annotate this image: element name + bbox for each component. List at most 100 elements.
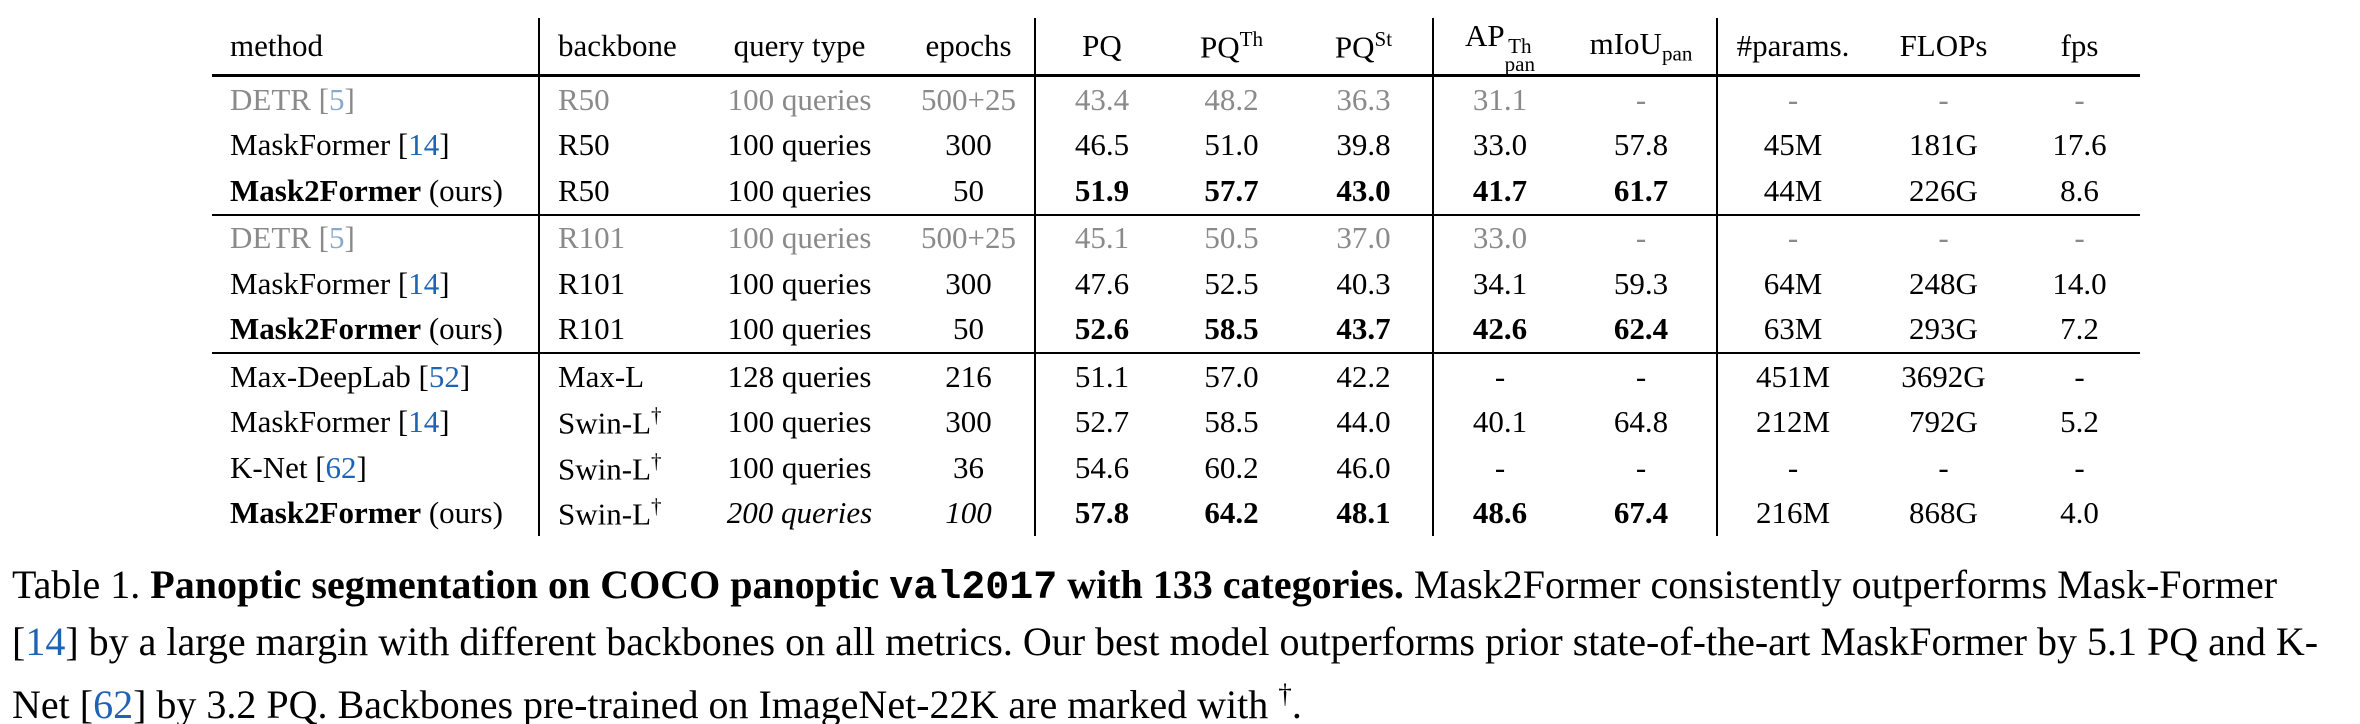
text-run: 58.5 — [1204, 404, 1259, 440]
table-row: MaskFormer [14] R101 100 queries 300 47.6 52.… — [212, 261, 2140, 307]
table-cell: R101 — [539, 261, 696, 307]
table-cell: - — [2019, 352, 2140, 400]
text-run: 300 — [945, 404, 992, 440]
table-cell: 64M — [1717, 261, 1868, 307]
table-cell: 14.0 — [2019, 261, 2140, 307]
text-run: R50 — [558, 81, 610, 117]
table-cell: 5.2 — [2019, 400, 2140, 446]
text-run: 248G — [1909, 265, 1978, 301]
table-cell: 500+25 — [903, 75, 1036, 123]
text-run: 3692G — [1901, 358, 1986, 394]
text-run: 500+25 — [921, 220, 1016, 256]
table-cell: - — [1868, 213, 2019, 262]
table-cell: 57.7 — [1168, 168, 1295, 215]
text-run: 300 — [945, 127, 992, 163]
table-cell: 57.8 — [1035, 491, 1168, 537]
text-run: 100 queries — [727, 265, 872, 301]
text-run: epochs — [925, 28, 1012, 64]
text-cite: 62 — [325, 449, 357, 485]
text-run: 57.0 — [1204, 358, 1259, 394]
text-run: 40.3 — [1336, 265, 1391, 301]
text-run: ] — [344, 81, 355, 117]
text-run: 128 queries — [727, 358, 872, 394]
table-cell: Swin-L† — [539, 491, 696, 537]
header-cell: method — [212, 18, 540, 78]
table-cell: - — [1566, 445, 1718, 491]
table-row: K-Net [62] Swin-L† 100 queries 36 54.6 60.2 46… — [212, 445, 2140, 491]
table-cell: 41.7 — [1433, 168, 1566, 215]
text-bold: 58.5 — [1204, 311, 1259, 347]
table-cell: 52.6 — [1035, 307, 1168, 354]
text-run: Swin-L — [558, 451, 651, 487]
text-run: 50 — [953, 172, 984, 208]
header-cell: PQTh — [1168, 18, 1295, 78]
text-run: ] — [439, 265, 450, 301]
text-run: 216 — [945, 358, 992, 394]
table-cell: 4.0 — [2019, 491, 2140, 537]
table-cell: 57.8 — [1566, 122, 1718, 169]
text-run: - — [1494, 358, 1506, 394]
table-cell: 46.5 — [1035, 123, 1168, 169]
table-cell: 42.2 — [1295, 352, 1434, 400]
text-run: ] — [439, 404, 450, 440]
table-cell: - — [2019, 445, 2140, 491]
header-row: method backbone query type epochs PQ PQTh PQSt… — [212, 18, 2140, 78]
table-row: DETR [5] R101 100 queries 500+25 45.1 50.5 37.… — [212, 213, 2140, 262]
text-run: 868G — [1909, 495, 1978, 531]
text-cite: 5 — [329, 81, 345, 117]
text-run: 100 queries — [727, 172, 872, 208]
text-run: 46.0 — [1336, 449, 1391, 485]
text-run: query type — [733, 28, 866, 64]
text-run: DETR [ — [230, 81, 330, 117]
text-run: 50.5 — [1204, 220, 1259, 256]
table-cell: 50 — [903, 168, 1036, 215]
table-cell: 48.6 — [1433, 491, 1566, 537]
table-cell: Swin-L† — [539, 445, 696, 491]
text-run: 44.0 — [1336, 404, 1391, 440]
text-run: - — [1635, 81, 1647, 117]
table-cell: MaskFormer [14] — [212, 122, 540, 169]
text-cite: 14 — [408, 127, 440, 163]
table-cell: 36 — [903, 445, 1036, 491]
table-cell: 128 queries — [696, 352, 903, 400]
table-cell: 17.6 — [2019, 123, 2140, 169]
text-run: MaskFormer [ — [230, 127, 409, 163]
text-run: (ours) — [421, 311, 503, 347]
text-bold: 61.7 — [1613, 172, 1669, 208]
text-sub: pan — [1661, 41, 1693, 66]
text-run: DETR [ — [230, 220, 330, 256]
text-run: mIoU — [1589, 25, 1662, 61]
text-run: 45M — [1763, 127, 1823, 163]
sup-sub: Th pan — [1505, 36, 1535, 75]
table-cell: 100 queries — [696, 445, 903, 491]
text-cite: 14 — [408, 404, 440, 440]
text-run: 4.0 — [2060, 495, 2099, 531]
table-cell: MaskFormer [14] — [212, 399, 540, 446]
text-sup: † — [651, 448, 662, 473]
text-bold: 62.4 — [1613, 311, 1669, 347]
text-run: 44M — [1763, 172, 1823, 208]
text-run: 216M — [1755, 495, 1831, 531]
table-cell: 51.0 — [1168, 123, 1295, 169]
table-cell: 64.8 — [1566, 399, 1718, 446]
table-cell: DETR [5] — [212, 75, 540, 123]
table-cell: - — [1868, 76, 2019, 123]
text-run: 100 queries — [727, 127, 872, 163]
text-run: PQ — [1082, 28, 1122, 64]
header-cell: mIoUpan — [1566, 18, 1718, 78]
table-cell: 200 queries — [696, 491, 903, 537]
text-run: MaskFormer [ — [230, 265, 409, 301]
text-run: - — [1494, 449, 1506, 485]
text-run: 64M — [1763, 265, 1823, 301]
table-cell: 100 queries — [696, 213, 903, 262]
text-run: 226G — [1909, 172, 1978, 208]
text-bold: Mask2Former — [230, 311, 422, 347]
table-cell: - — [1566, 75, 1718, 123]
text-run: 7.2 — [2060, 311, 2099, 347]
table-cell: 212M — [1717, 400, 1868, 446]
table-cell: Max-DeepLab [52] — [212, 352, 540, 400]
text-run: 51.1 — [1074, 358, 1130, 394]
table-cell: 58.5 — [1168, 307, 1295, 354]
text-run: ] by 3.2 PQ. Backbones pre-trained on Im… — [133, 681, 1279, 724]
